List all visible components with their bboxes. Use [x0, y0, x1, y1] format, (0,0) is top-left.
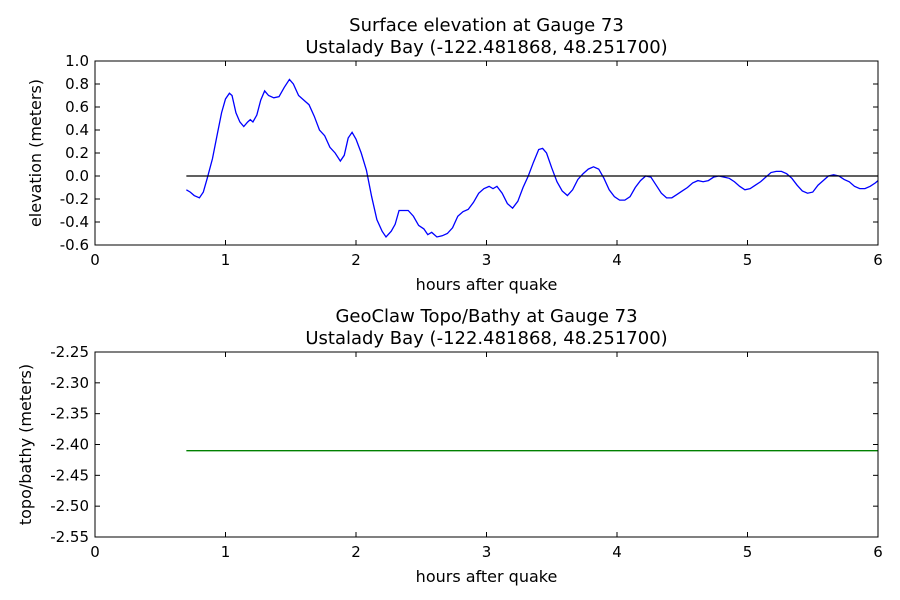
y-tick-label: -2.35 [50, 405, 89, 423]
plot-frame [94, 60, 879, 246]
x-tick-label: 0 [90, 251, 100, 269]
x-tick-label: 4 [612, 251, 622, 269]
y-tick-label: 0.4 [65, 121, 89, 139]
y-axis-label: elevation (meters) [26, 79, 45, 227]
y-tick-label: -2.40 [50, 436, 89, 454]
chart-subtitle: Ustalady Bay (-122.481868, 48.251700) [305, 328, 667, 349]
y-tick-label: -2.45 [50, 466, 89, 484]
y-tick-label: -2.55 [50, 528, 89, 546]
x-tick-label: 0 [90, 543, 100, 561]
y-axis-label: topo/bathy (meters) [16, 364, 35, 525]
x-axis-label: hours after quake [416, 567, 558, 586]
y-tick-label: -2.25 [50, 343, 89, 361]
y-tick-label: -0.4 [60, 213, 89, 231]
y-tick-label: 1.0 [65, 52, 89, 70]
x-tick-label: 2 [351, 543, 361, 561]
y-tick-label: 0.6 [65, 98, 89, 116]
x-tick-label: 4 [612, 543, 622, 561]
x-tick-label: 1 [221, 251, 231, 269]
y-tick-label: 0.8 [65, 75, 89, 93]
y-tick-label: -0.6 [60, 236, 89, 254]
data-line [186, 78, 879, 238]
y-tick-label: 0.2 [65, 144, 89, 162]
y-tick-label: -0.2 [60, 190, 89, 208]
y-tick-label: -2.30 [50, 374, 89, 392]
y-tick-label: -2.50 [50, 497, 89, 515]
x-tick-label: 3 [482, 251, 492, 269]
x-axis-label: hours after quake [416, 275, 558, 294]
chart-title: Surface elevation at Gauge 73 [349, 15, 624, 36]
chart-subtitle: Ustalady Bay (-122.481868, 48.251700) [305, 37, 667, 58]
chart-title: GeoClaw Topo/Bathy at Gauge 73 [335, 306, 637, 327]
x-tick-label: 1 [221, 543, 231, 561]
y-tick-label: 0.0 [65, 167, 89, 185]
plot-frame [94, 351, 879, 538]
x-tick-label: 2 [351, 251, 361, 269]
x-tick-label: 5 [743, 543, 753, 561]
x-tick-label: 6 [873, 543, 883, 561]
x-tick-label: 6 [873, 251, 883, 269]
x-tick-label: 5 [743, 251, 753, 269]
x-tick-label: 3 [482, 543, 492, 561]
